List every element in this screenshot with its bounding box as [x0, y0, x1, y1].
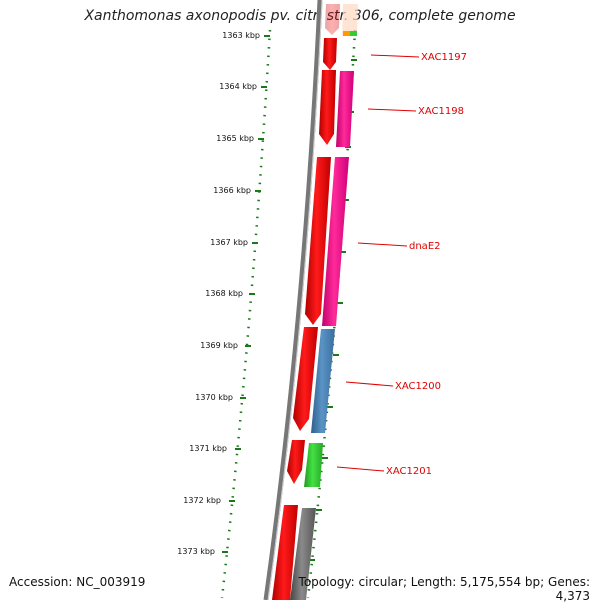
gene-label-dnae2[interactable]: dnaE2 [409, 241, 441, 252]
leader-line [370, 54, 420, 58]
gene-bands [290, 4, 358, 600]
tick-label: 1370 kbp [195, 393, 233, 402]
forward-gene-arrow[interactable] [293, 327, 318, 431]
tick-label: 1371 kbp [189, 444, 227, 453]
tick-label: 1372 kbp [183, 496, 221, 505]
genome-backbone [263, 0, 323, 600]
gene-label-xac1197[interactable]: XAC1197 [421, 52, 467, 63]
topology-text: Topology: circular; Length: 5,175,554 bp… [298, 575, 590, 603]
forward-gene-arrow[interactable] [305, 157, 331, 325]
gene-band-grey[interactable] [290, 508, 316, 600]
gene-band-xac1201[interactable] [304, 443, 323, 487]
leader-line [367, 108, 417, 112]
tick-label: 1363 kbp [222, 31, 260, 40]
leader-line [336, 466, 385, 472]
gene-band-dnae2[interactable] [322, 157, 349, 326]
forward-gene-arrow[interactable] [325, 4, 340, 35]
tick-label: 1367 kbp [210, 238, 248, 247]
leader-line [357, 242, 408, 247]
forward-gene-arrow[interactable] [272, 505, 298, 600]
leader-line [345, 381, 394, 387]
gene-label-xac1201[interactable]: XAC1201 [386, 466, 432, 477]
scale-ticks [222, 35, 270, 553]
tick-label: 1368 kbp [205, 289, 243, 298]
tick-label: 1366 kbp [213, 186, 251, 195]
forward-gene-arrow[interactable] [323, 38, 337, 70]
forward-gene-arrow[interactable] [287, 440, 305, 484]
gene-label-xac1200[interactable]: XAC1200 [395, 381, 441, 392]
genome-backbone-inner [267, 0, 323, 600]
gene-band-xac1198[interactable] [336, 71, 354, 147]
forward-strand [272, 4, 340, 600]
genome-title: Xanthomonas axonopodis pv. citri str. 30… [84, 8, 516, 24]
tick-label: 1365 kbp [216, 134, 254, 143]
gene-band-top-orange[interactable] [343, 31, 350, 36]
tick-label: 1373 kbp [177, 547, 215, 556]
gene-band-top-pale[interactable] [342, 4, 358, 36]
accession-text: Accession: NC_003919 [9, 575, 146, 589]
gene-band-xac1200[interactable] [311, 329, 335, 433]
tick-label: 1369 kbp [200, 341, 238, 350]
forward-gene-arrow[interactable] [319, 70, 336, 145]
tick-label: 1364 kbp [219, 82, 257, 91]
gene-band-top-green[interactable] [350, 31, 357, 36]
inner-dotted-ring [306, 29, 357, 599]
outer-dotted-ring [220, 29, 272, 599]
gene-label-xac1198[interactable]: XAC1198 [418, 106, 464, 117]
